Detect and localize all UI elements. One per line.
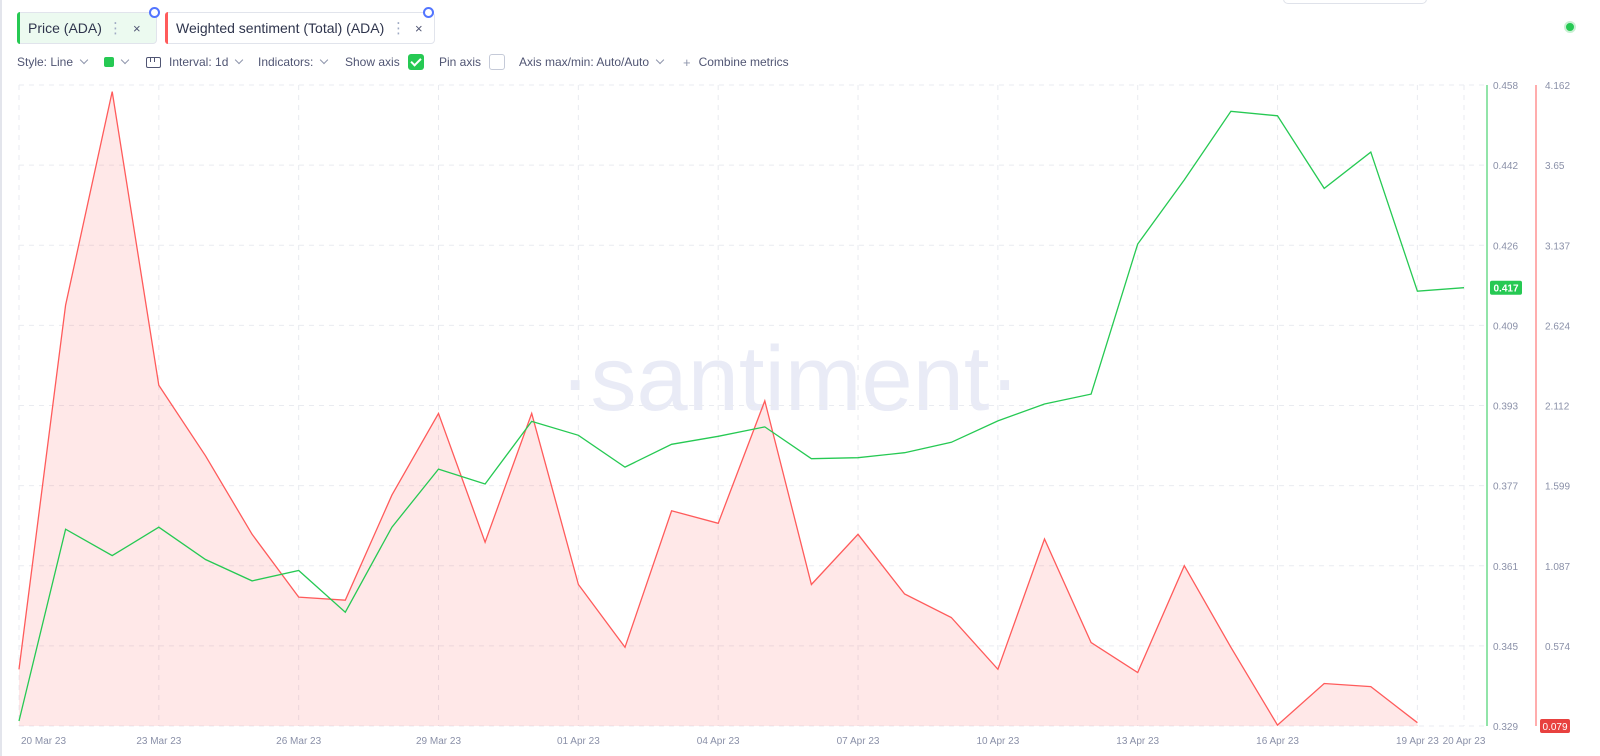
axis-maxmin-dropdown[interactable]: Axis max/min: Auto/Auto — [519, 53, 665, 71]
x-axis-tick-label: 01 Apr 23 — [557, 736, 600, 747]
chevron-down-icon — [235, 55, 244, 65]
pin-axis-checkbox[interactable] — [489, 54, 506, 70]
sentiment-axis-tick-label: 0.574 — [1545, 642, 1570, 653]
sentiment-axis-tick-label: 2.624 — [1545, 321, 1570, 332]
price-axis-tick-label: 0.361 — [1493, 562, 1518, 573]
price-sentiment-chart[interactable]: ·santiment· 0.458 0.442 0.426 0.409 0.393 0.3… — [0, 76, 1600, 756]
sentiment-axis-tick-label: 3.137 — [1545, 241, 1570, 252]
interval-label: Interval: 1d — [169, 55, 229, 69]
x-axis-tick-label: 29 Mar 23 — [416, 736, 461, 747]
price-line — [18, 110, 1465, 722]
chevron-down-icon — [79, 55, 89, 65]
vertical-dots-icon[interactable]: ⋮ — [391, 20, 406, 37]
metric-chip-price[interactable]: Price (ADA) ⋮ × — [17, 7, 160, 44]
price-last-value-badge — [1490, 280, 1522, 295]
color-swatch — [104, 57, 114, 67]
close-icon[interactable]: × — [415, 20, 423, 36]
sentiment-axis-tick-label: 1.087 — [1545, 562, 1570, 573]
combine-metrics-label: Combine metrics — [698, 55, 789, 69]
sentiment-area-fill — [19, 91, 1418, 727]
x-axis-tick-label: 20 Mar 23 — [21, 736, 66, 747]
x-axis-tick-label: 26 Mar 23 — [276, 736, 321, 747]
metric-chip-label: Price (ADA) — [28, 20, 102, 36]
price-axis-tick-label: 0.393 — [1493, 402, 1518, 413]
metric-chip-sentiment[interactable]: Weighted sentiment (Total) (ADA) ⋮ × — [165, 7, 435, 44]
x-axis-tick-label: 20 Apr 23 — [1443, 736, 1486, 747]
indicators-dropdown[interactable]: Indicators: — [258, 53, 329, 71]
show-axis-checkbox[interactable] — [407, 54, 424, 70]
sentiment-axis-tick-label: 2.112 — [1545, 402, 1570, 413]
sentiment-axis-tick-label: 3.65 — [1545, 161, 1565, 172]
chevron-down-icon — [120, 55, 130, 65]
metric-color-bar — [165, 12, 168, 44]
x-axis-tick-label: 19 Apr 23 — [1396, 736, 1439, 747]
chevron-down-icon — [320, 55, 329, 65]
indicators-label: Indicators: — [258, 55, 314, 69]
metric-color-bar — [17, 12, 20, 44]
price-last-value-label: 0.417 — [1493, 284, 1518, 295]
interval-dropdown[interactable]: Interval: 1d — [146, 53, 244, 71]
status-indicator — [1564, 21, 1576, 33]
pin-axis-label: Pin axis — [439, 55, 482, 69]
show-axis-label: Show axis — [345, 55, 400, 69]
x-axis-tick-label: 04 Apr 23 — [697, 736, 740, 747]
plus-icon: + — [683, 54, 691, 70]
price-axis-tick-label: 0.426 — [1493, 241, 1518, 252]
sentiment-axis-tick-label: 1.599 — [1545, 482, 1570, 493]
x-axis-tick-label: 23 Mar 23 — [136, 736, 181, 747]
sentiment-line — [18, 91, 1418, 727]
x-axis-tick-label: 07 Apr 23 — [837, 736, 880, 747]
vertical-dots-icon[interactable]: ⋮ — [108, 20, 123, 37]
sentiment-axis-tick-label: 4.162 — [1545, 81, 1570, 92]
x-axis-tick-label: 13 Apr 23 — [1116, 736, 1159, 747]
combine-metrics-button[interactable]: + Combine metrics — [683, 53, 789, 71]
top-toolbar-widget[interactable] — [1283, 0, 1427, 4]
color-dropdown[interactable] — [104, 53, 130, 71]
ruler-icon — [146, 56, 161, 68]
price-axis-tick-label: 0.377 — [1493, 482, 1518, 493]
window-edge — [0, 0, 2, 756]
pin-axis-toggle[interactable]: Pin axis — [439, 53, 506, 71]
santiment-watermark: ·santiment· — [560, 328, 1020, 430]
close-icon[interactable]: × — [133, 20, 141, 36]
axis-maxmin-label: Axis max/min: Auto/Auto — [519, 55, 650, 69]
style-dropdown[interactable]: Style: Line — [17, 53, 89, 71]
metric-chip-label: Weighted sentiment (Total) (ADA) — [176, 20, 385, 36]
gear-icon[interactable] — [423, 7, 434, 18]
gear-icon[interactable] — [149, 7, 160, 18]
sentiment-last-value-badge — [1540, 719, 1570, 733]
chevron-down-icon — [655, 55, 665, 65]
price-axis-tick-label: 0.458 — [1493, 81, 1518, 92]
price-axis-tick-label: 0.409 — [1493, 321, 1518, 332]
price-axis-tick-label: 0.329 — [1493, 722, 1518, 733]
x-axis-tick-label: 16 Apr 23 — [1256, 736, 1299, 747]
x-axis-tick-label: 10 Apr 23 — [976, 736, 1019, 747]
style-label: Style: Line — [17, 55, 74, 69]
price-axis-tick-label: 0.442 — [1493, 161, 1518, 172]
show-axis-toggle[interactable]: Show axis — [345, 53, 424, 71]
price-axis-tick-label: 0.345 — [1493, 642, 1518, 653]
sentiment-last-value-label: 0.079 — [1542, 722, 1567, 733]
